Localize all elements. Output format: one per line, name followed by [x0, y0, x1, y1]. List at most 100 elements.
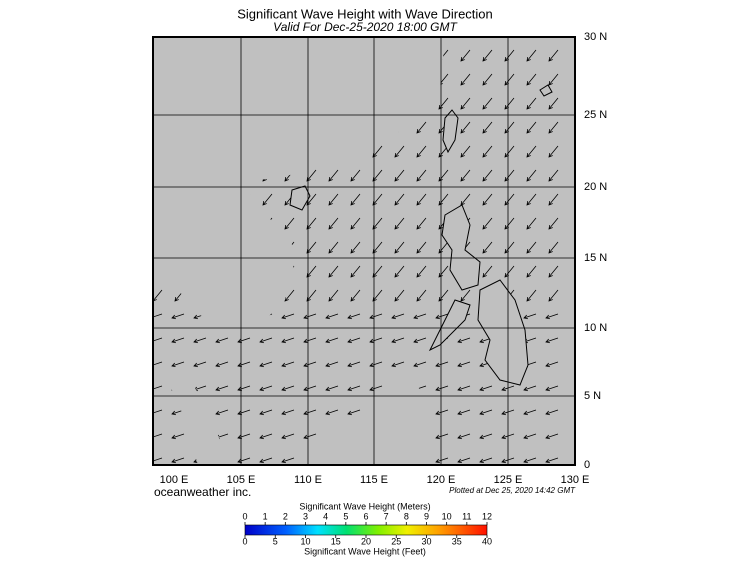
feet-tick-label: 40 [482, 536, 492, 546]
wave-arrow [394, 265, 405, 278]
wave-arrow [153, 457, 163, 464]
wave-arrow [372, 193, 383, 206]
lon-label: 130 E [561, 474, 590, 486]
wave-arrow [435, 313, 449, 320]
wave-arrow [171, 313, 185, 320]
wave-arrow [526, 265, 537, 278]
wave-arrow [457, 361, 471, 368]
wave-arrow [548, 169, 559, 182]
wave-arrow [504, 265, 515, 278]
wave-arrow [328, 169, 339, 182]
wave-arrow [460, 169, 471, 182]
wave-arrow [482, 265, 493, 278]
wave-arrow [438, 241, 449, 254]
map-frame [152, 36, 576, 466]
map-subtitle: Valid For Dec-25-2020 18:00 GMT [273, 20, 458, 34]
wave-arrow [526, 49, 537, 62]
wave-arrow [303, 409, 317, 416]
wave-arrow [548, 49, 559, 62]
wave-arrow [215, 409, 229, 416]
meters-tick-label: 4 [323, 511, 328, 521]
wave-arrow [504, 97, 515, 110]
feet-tick-label: 25 [391, 536, 401, 546]
wave-arrow [215, 385, 229, 392]
wave-arrow [526, 121, 537, 134]
wave-arrow [482, 49, 493, 62]
wave-arrow [548, 289, 559, 302]
wave-arrow [460, 73, 471, 86]
wave-arrow [303, 313, 317, 320]
wave-arrow [281, 457, 295, 464]
wave-arrow [325, 337, 339, 344]
wave-arrow [284, 289, 295, 302]
wave-arrow [523, 457, 537, 464]
wave-arrow [413, 313, 427, 320]
feet-tick-label: 20 [361, 536, 371, 546]
map-area [153, 37, 575, 465]
wave-arrow [504, 145, 515, 158]
meters-tick-label: 10 [442, 511, 452, 521]
wave-arrow [482, 169, 493, 182]
wave-arrow [281, 361, 295, 368]
wave-arrow [545, 337, 559, 344]
wave-arrow [372, 241, 383, 254]
wave-arrow [347, 409, 361, 416]
wave-arrow [306, 265, 317, 278]
wave-arrow [526, 289, 537, 302]
wave-arrow [504, 49, 515, 62]
wave-arrow [460, 97, 471, 110]
wave-arrow [438, 265, 449, 278]
wave-arrow [435, 409, 449, 416]
wave-arrow [171, 433, 185, 440]
colorbar [244, 524, 488, 536]
wave-arrow [416, 145, 427, 158]
meters-tick-label: 7 [384, 511, 389, 521]
meters-tick-label: 8 [404, 511, 409, 521]
colorbar-title-bottom: Significant Wave Height (Feet) [304, 546, 426, 556]
wave-arrow [171, 457, 185, 464]
wave-arrow [372, 217, 383, 230]
wave-arrow [153, 433, 163, 440]
wave-arrow [460, 193, 471, 206]
wave-arrow [350, 289, 361, 302]
wave-arrow [545, 433, 559, 440]
land [153, 37, 575, 465]
wave-arrow [303, 337, 317, 344]
wave-arrow [262, 193, 273, 206]
lon-label: 110 E [294, 474, 322, 486]
wave-arrow [325, 361, 339, 368]
wave-arrow [153, 361, 163, 368]
wave-arrow [259, 433, 273, 440]
lon-label: 100 E [160, 474, 189, 486]
wave-arrow [479, 433, 493, 440]
wave-arrow [328, 217, 339, 230]
wave-arrow [416, 241, 427, 254]
wave-arrow [153, 409, 163, 416]
feet-tick-label: 15 [331, 536, 341, 546]
lon-label: 105 E [227, 474, 256, 486]
wave-arrow [413, 337, 427, 344]
wave-arrow [526, 217, 537, 230]
wave-arrow [548, 265, 559, 278]
lat-label: 25 N [584, 109, 607, 121]
wave-arrow [457, 385, 471, 392]
meters-tick-label: 1 [263, 511, 268, 521]
palawan [428, 299, 471, 352]
wave-arrow [416, 289, 427, 302]
wave-arrow [482, 193, 493, 206]
wave-arrow [435, 361, 449, 368]
wave-arrow [479, 385, 493, 392]
lat-label: 30 N [584, 31, 607, 43]
wave-arrow [281, 433, 295, 440]
wave-arrow [215, 337, 229, 344]
wave-arrow [435, 385, 449, 392]
wave-arrow [372, 289, 383, 302]
lon-label: 115 E [360, 474, 388, 486]
wave-arrow [504, 121, 515, 134]
wave-arrow [372, 169, 383, 182]
wave-arrow [460, 289, 471, 302]
wave-arrow [526, 97, 537, 110]
wave-arrow [259, 457, 273, 464]
wave-arrow [438, 289, 449, 302]
